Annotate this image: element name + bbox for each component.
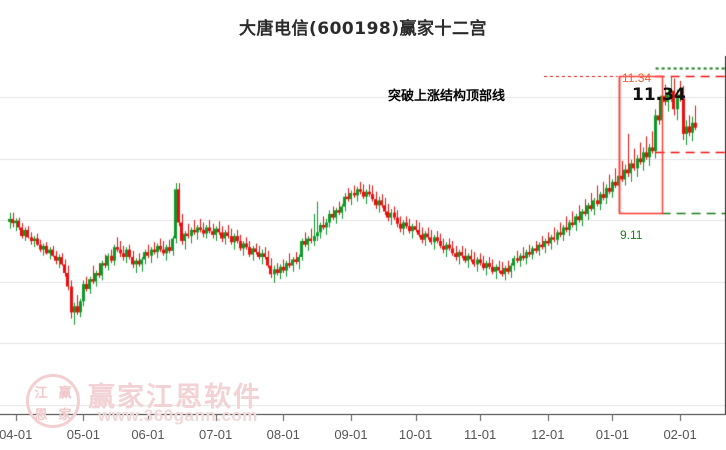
x-axis-tick-05-01: 05-01	[66, 427, 100, 442]
x-axis-tick-08-01: 08-01	[266, 427, 300, 442]
x-axis-tick-02-01: 02-01	[663, 427, 697, 442]
top-price-small-label: 11.34	[622, 71, 652, 85]
x-axis-tick-01-01: 01-01	[595, 427, 630, 442]
top-price-big-label: 11.34	[632, 85, 686, 105]
x-axis-tick-11-01: 11-01	[463, 427, 497, 442]
support-price-label: 9.11	[620, 228, 643, 242]
x-axis-tick-06-01: 06-01	[131, 427, 165, 442]
x-axis-tick-07-01: 07-01	[198, 427, 233, 442]
x-axis-tick-12-01: 12-01	[531, 427, 565, 442]
x-axis-tick-04-01: 04-01	[0, 427, 33, 442]
breakout-annotation-label: 突破上涨结构顶部线	[388, 89, 506, 104]
x-axis-tick-10-01: 10-01	[398, 427, 433, 442]
x-axis-tick-09-01: 09-01	[334, 427, 368, 442]
